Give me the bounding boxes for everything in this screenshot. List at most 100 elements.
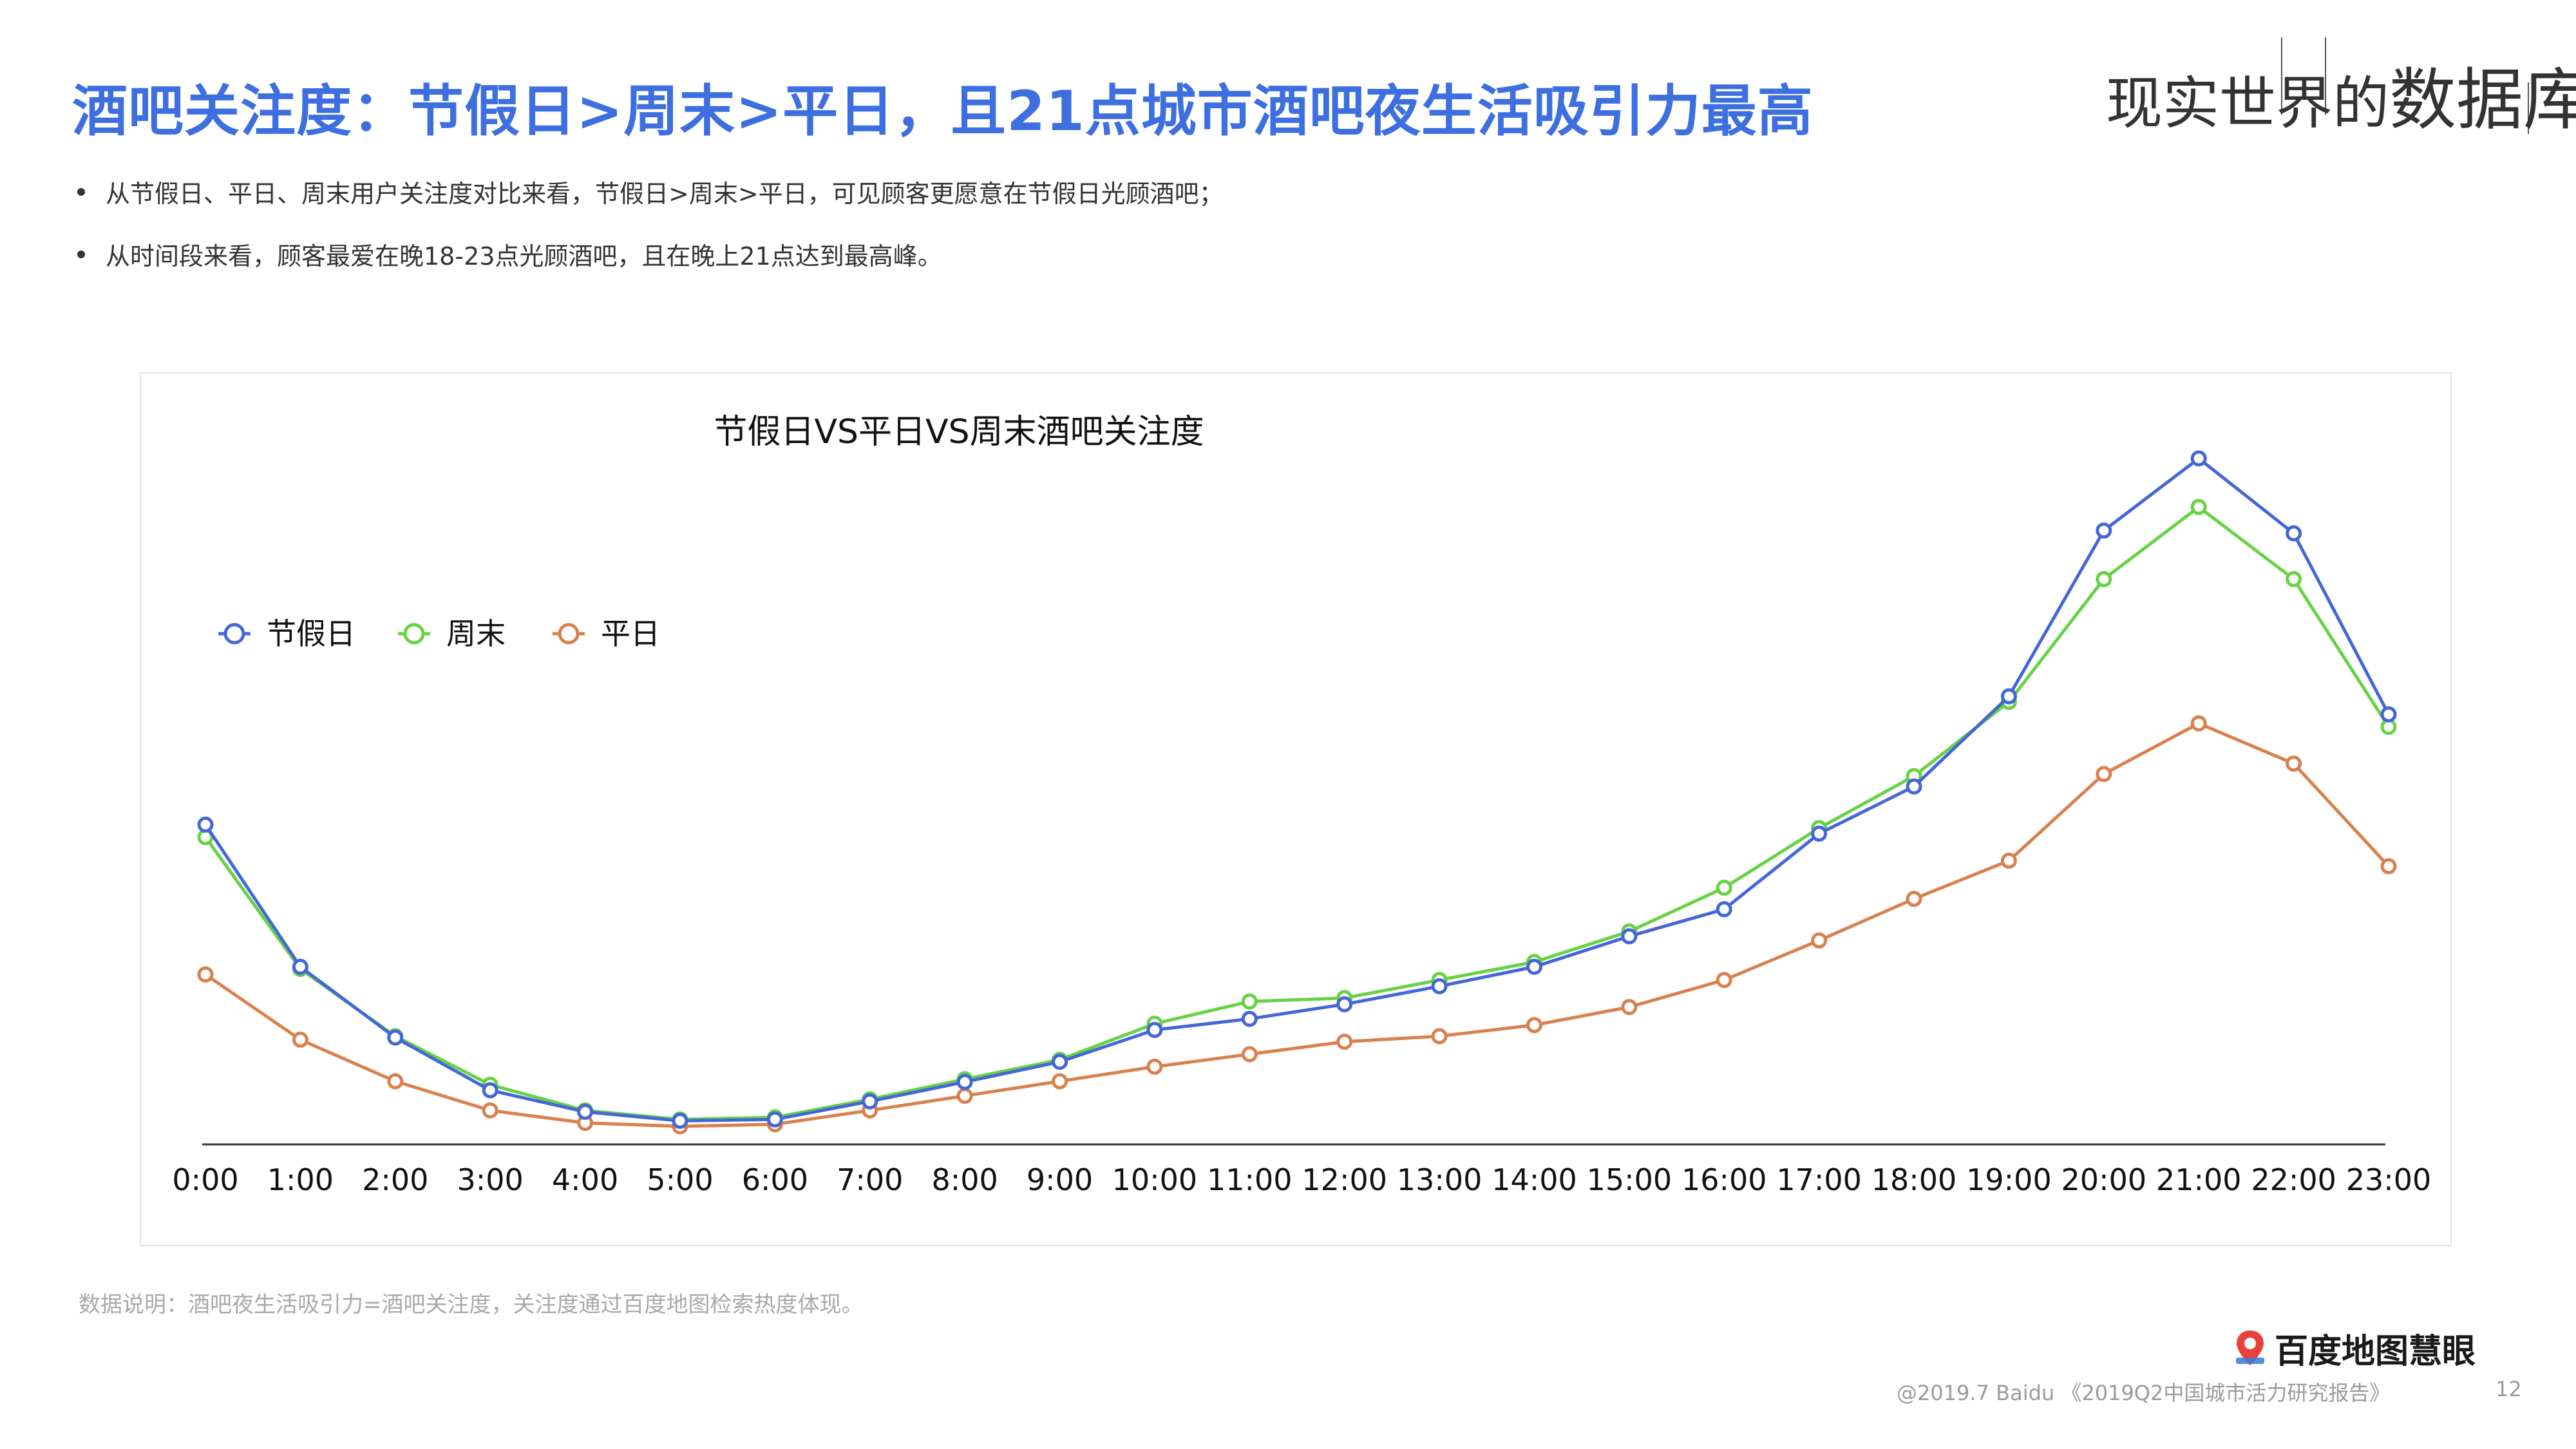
data-point[interactable] xyxy=(956,1074,973,1090)
x-tick-label: 3:00 xyxy=(457,1162,524,1197)
data-point[interactable] xyxy=(1431,1028,1448,1045)
data-point[interactable] xyxy=(482,1082,498,1099)
series-line xyxy=(204,457,2391,1122)
data-point[interactable] xyxy=(2286,525,2302,542)
data-point[interactable] xyxy=(1526,1017,1542,1034)
data-point[interactable] xyxy=(292,1031,308,1048)
data-point[interactable] xyxy=(1716,880,1732,896)
data-point[interactable] xyxy=(2190,715,2207,732)
line-chart: 节假日VS平日VS周末酒吧关注度 节假日 周末 平日 0:00 1:00 2:00 3:0… xyxy=(172,413,2432,1197)
chart-panel: 节假日VS平日VS周末酒吧关注度 节假日 周末 平日 0:00 1:00 2:00 3:0… xyxy=(140,372,2452,1246)
x-tick-label: 20:00 xyxy=(2061,1162,2147,1197)
bullet-text: 从时间段来看，顾客最爱在晚18-23点光顾酒吧，且在晚上21点达到最高峰。 xyxy=(106,242,942,270)
data-point[interactable] xyxy=(2096,571,2112,587)
bullet-dot xyxy=(77,187,85,196)
data-point[interactable] xyxy=(1716,972,1732,989)
series-line xyxy=(204,721,2390,1128)
legend-item[interactable]: 平日 xyxy=(553,616,660,651)
data-point[interactable] xyxy=(1906,891,1922,907)
x-tick-label: 17:00 xyxy=(1776,1162,1862,1197)
x-tick-label: 0:00 xyxy=(172,1162,238,1197)
footer-citation: @2019.7 Baidu 《2019Q2中国城市活力研究报告》 xyxy=(1897,1381,2391,1405)
brand-slogan-prefix: 现实世界的 xyxy=(2106,70,2390,137)
data-point[interactable] xyxy=(1431,978,1448,994)
data-point[interactable] xyxy=(1241,1046,1258,1063)
data-point[interactable] xyxy=(2190,498,2207,515)
data-point[interactable] xyxy=(387,1073,404,1090)
data-point[interactable] xyxy=(1052,1073,1068,1090)
chart-title: 节假日VS平日VS周末酒吧关注度 xyxy=(714,413,1204,451)
x-tick-label: 18:00 xyxy=(1871,1162,1957,1197)
data-point[interactable] xyxy=(1146,1058,1163,1075)
page-number: 12 xyxy=(2496,1377,2522,1401)
legend-label: 平日 xyxy=(601,616,660,651)
data-point[interactable] xyxy=(2286,571,2302,587)
map-pin-icon xyxy=(2236,1331,2264,1365)
data-point[interactable] xyxy=(1241,1010,1258,1027)
brand-slogan-suffix: 数据库 xyxy=(2389,61,2576,139)
x-tick-label: 5:00 xyxy=(647,1162,713,1197)
data-point[interactable] xyxy=(672,1112,688,1129)
logo-text: 百度地图慧眼 xyxy=(2275,1332,2476,1371)
x-tick-label: 14:00 xyxy=(1492,1162,1577,1197)
data-point[interactable] xyxy=(292,958,308,975)
data-point[interactable] xyxy=(2380,706,2397,723)
data-point[interactable] xyxy=(862,1093,878,1110)
chart-legend: 节假日 周末 平日 xyxy=(218,616,660,651)
data-point[interactable] xyxy=(577,1103,594,1120)
data-point[interactable] xyxy=(1146,1021,1163,1038)
legend-label: 周末 xyxy=(446,616,506,651)
x-tick-label: 16:00 xyxy=(1681,1162,1767,1197)
data-point[interactable] xyxy=(1052,1054,1068,1070)
data-point[interactable] xyxy=(197,817,214,833)
data-point[interactable] xyxy=(1526,958,1542,975)
data-point[interactable] xyxy=(482,1102,498,1119)
data-point[interactable] xyxy=(1906,778,1922,795)
x-tick-label: 13:00 xyxy=(1397,1162,1482,1197)
data-point[interactable] xyxy=(956,1088,973,1104)
data-point[interactable] xyxy=(2286,755,2302,772)
x-tick-label: 1:00 xyxy=(267,1162,334,1197)
x-tick-label: 8:00 xyxy=(931,1162,998,1197)
bullet-item: 从节假日、平日、周末用户关注度对比来看，节假日>周末>平日，可见顾客更愿意在节假… xyxy=(77,174,1224,209)
x-tick-label: 19:00 xyxy=(1966,1162,2052,1197)
data-point[interactable] xyxy=(2190,450,2207,467)
legend-item[interactable]: 节假日 xyxy=(218,616,355,651)
x-tick-label: 21:00 xyxy=(2156,1162,2242,1197)
data-point[interactable] xyxy=(197,966,214,983)
data-point[interactable] xyxy=(2000,688,2017,705)
x-tick-label: 10:00 xyxy=(1112,1162,1198,1197)
data-point[interactable] xyxy=(1336,996,1353,1012)
x-tick-label: 15:00 xyxy=(1587,1162,1672,1197)
data-point[interactable] xyxy=(2380,858,2397,875)
data-point[interactable] xyxy=(1241,993,1258,1010)
baidu-map-logo: 百度地图慧眼 xyxy=(2235,1325,2476,1371)
data-point[interactable] xyxy=(1811,826,1828,842)
data-point[interactable] xyxy=(1621,999,1638,1016)
data-point[interactable] xyxy=(387,1029,404,1046)
data-point[interactable] xyxy=(766,1111,783,1128)
x-tick-label: 11:00 xyxy=(1207,1162,1293,1197)
data-note: 数据说明：酒吧夜生活吸引力=酒吧关注度，关注度通过百度地图检索热度体现。 xyxy=(79,1292,864,1318)
x-tick-label: 23:00 xyxy=(2346,1162,2432,1197)
x-tick-label: 4:00 xyxy=(552,1162,618,1197)
bullet-list: 从节假日、平日、周末用户关注度对比来看，节假日>周末>平日，可见顾客更愿意在节假… xyxy=(77,174,1224,299)
data-point[interactable] xyxy=(2096,522,2112,539)
data-point[interactable] xyxy=(2096,766,2112,782)
x-tick-label: 2:00 xyxy=(362,1162,428,1197)
bullet-dot xyxy=(77,250,85,258)
data-point[interactable] xyxy=(2000,853,2017,869)
bullet-item: 从时间段来看，顾客最爱在晚18-23点光顾酒吧，且在晚上21点达到最高峰。 xyxy=(77,236,1224,272)
legend-item[interactable]: 周末 xyxy=(398,616,506,651)
series-2 xyxy=(197,715,2397,1135)
data-point[interactable] xyxy=(1811,932,1828,949)
legend-marker xyxy=(403,623,425,645)
x-tick-label: 22:00 xyxy=(2251,1162,2336,1197)
data-point[interactable] xyxy=(1336,1034,1353,1050)
brand-divider xyxy=(2528,82,2529,134)
chart-series xyxy=(197,450,2397,1135)
data-point[interactable] xyxy=(1716,901,1732,918)
data-point[interactable] xyxy=(1621,928,1638,945)
legend-label: 节假日 xyxy=(267,616,355,651)
x-tick-label: 12:00 xyxy=(1302,1162,1387,1197)
